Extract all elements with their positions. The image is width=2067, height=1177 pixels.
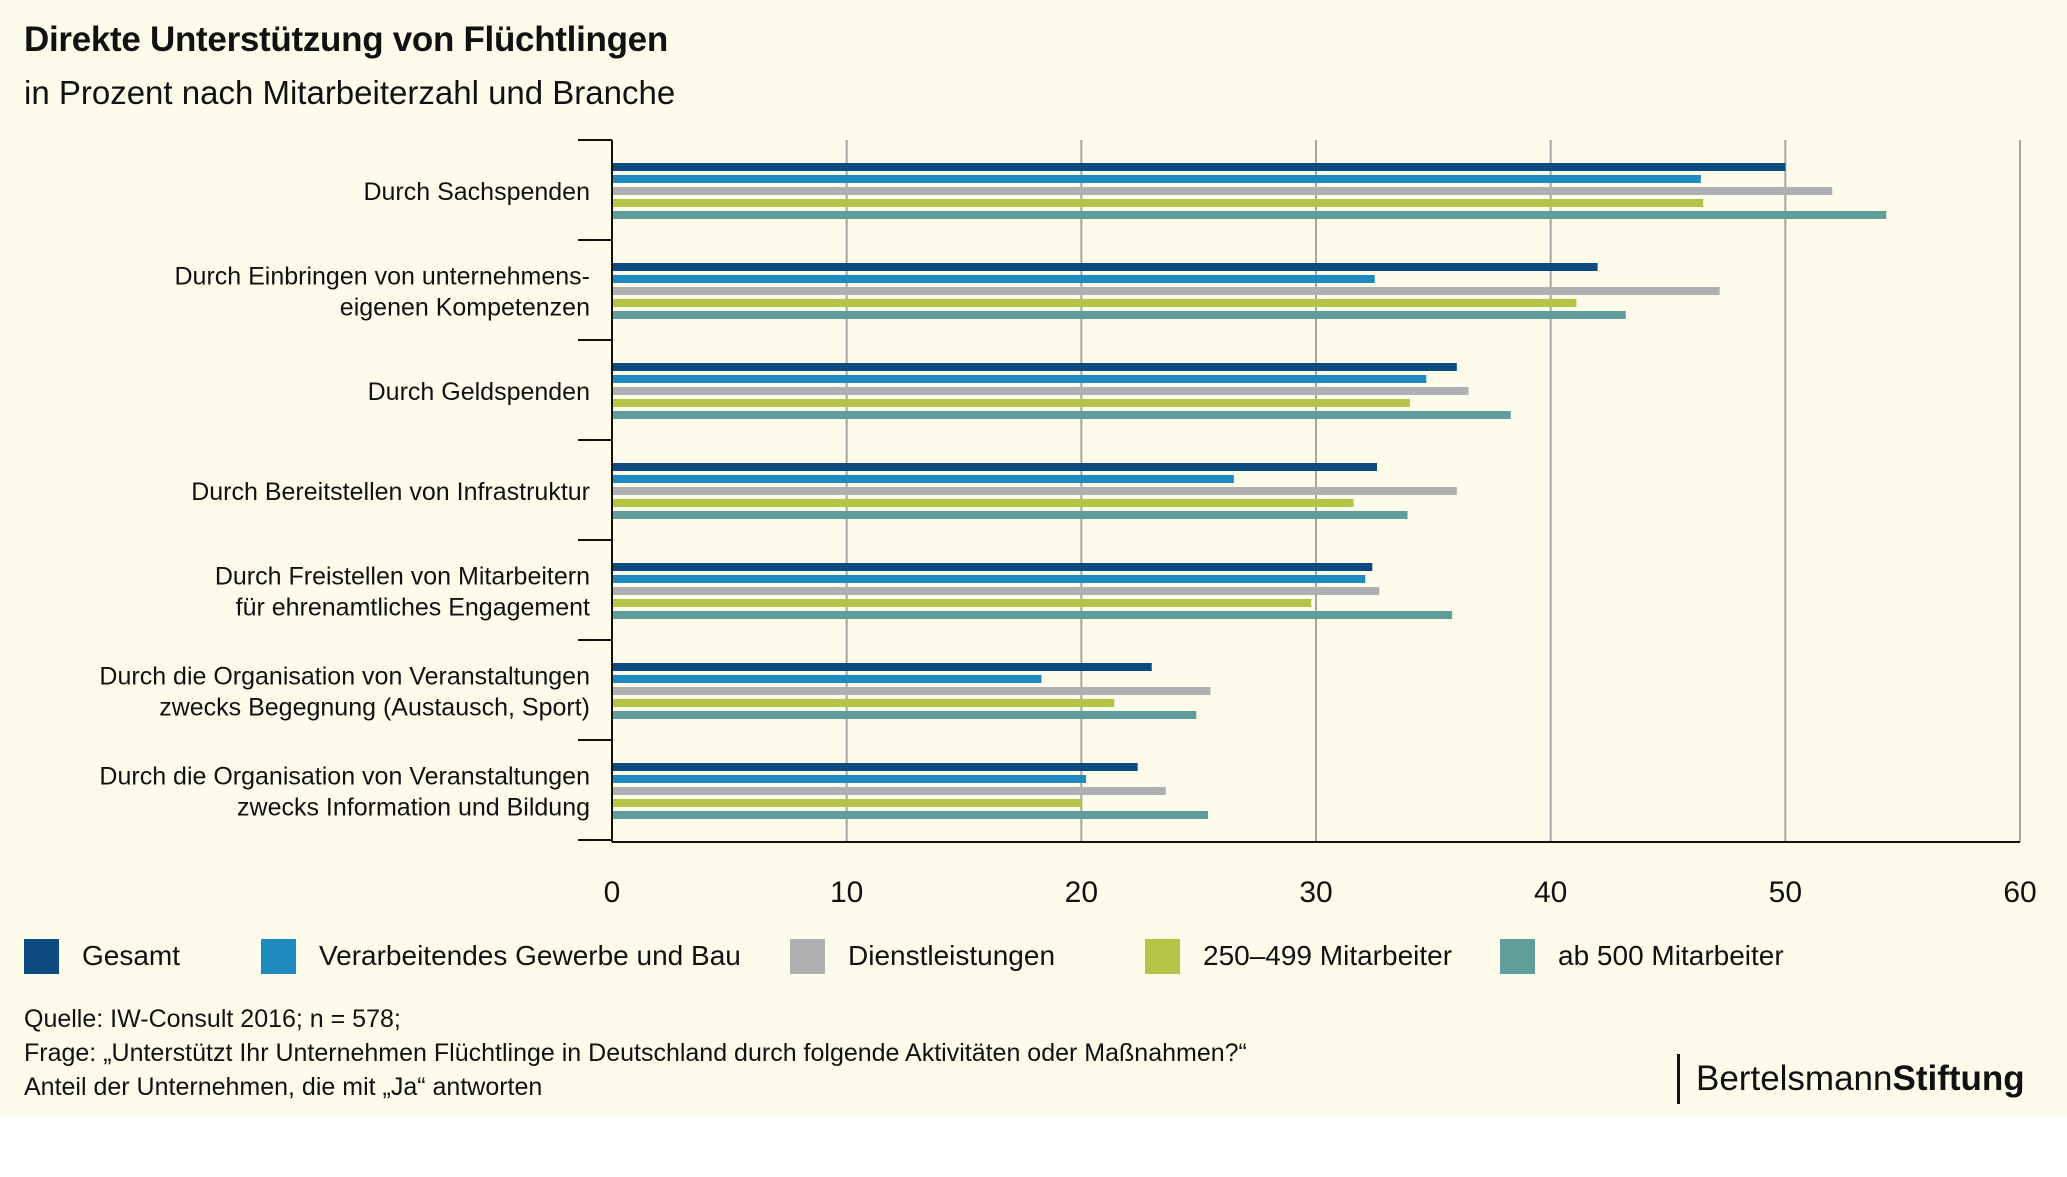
- bertelsmann-stiftung-logo: BertelsmannStiftung: [1677, 1054, 2025, 1104]
- bars: [612, 163, 1887, 819]
- category-label: zwecks Begegnung (Austausch, Sport): [159, 694, 590, 722]
- legend-label: ab 500 Mitarbeiter: [1558, 940, 1784, 971]
- axes: [578, 139, 2020, 843]
- x-tick-label: 50: [1769, 876, 1802, 909]
- bar: [612, 775, 1087, 783]
- legend-swatch: [261, 939, 296, 974]
- legend: Gesamt Verarbeitendes Gewerbe und Bau Dien…: [24, 936, 2044, 986]
- x-tick-label: 40: [1534, 876, 1567, 909]
- bar-chart: Durch Sachspenden Durch Einbringen von un…: [99, 139, 2037, 909]
- category-label: für ehrenamtliches Engagement: [236, 594, 590, 622]
- source-note: Quelle: IW-Consult 2016; n = 578; Frage:…: [24, 1002, 1247, 1104]
- legend-swatch: [1500, 939, 1535, 974]
- logo-regular-text: Bertelsmann: [1696, 1059, 1893, 1098]
- question-line: Frage: „Unterstützt Ihr Unternehmen Flüc…: [24, 1039, 1247, 1067]
- bar: [612, 275, 1375, 283]
- category-labels: Durch Sachspenden Durch Einbringen von un…: [99, 178, 590, 822]
- bar: [612, 663, 1152, 671]
- x-tick-label: 20: [1065, 876, 1098, 909]
- legend-swatch: [24, 939, 59, 974]
- legend-label: Gesamt: [82, 940, 181, 971]
- x-tick-label: 0: [604, 876, 621, 909]
- bar: [612, 687, 1211, 695]
- category-label: Durch die Organisation von Veranstaltung…: [99, 763, 590, 791]
- category-label: Durch Geldspenden: [368, 378, 590, 406]
- bar: [612, 475, 1234, 483]
- bar: [612, 763, 1138, 771]
- share-line: Anteil der Unternehmen, die mit „Ja“ ant…: [24, 1073, 543, 1101]
- logo-bold-text: Stiftung: [1892, 1059, 2025, 1098]
- bar: [612, 363, 1457, 371]
- bar: [612, 675, 1042, 683]
- bar: [612, 611, 1453, 619]
- bar: [612, 699, 1115, 707]
- category-label: zwecks Information und Bildung: [237, 794, 590, 822]
- legend-swatch: [1145, 939, 1180, 974]
- bar: [612, 787, 1166, 795]
- legend-swatch: [790, 939, 825, 974]
- legend-label: Dienstleistungen: [848, 940, 1056, 971]
- bar: [612, 511, 1408, 519]
- legend-label: Verarbeitendes Gewerbe und Bau: [319, 940, 741, 971]
- bar: [612, 411, 1511, 419]
- chart-canvas: Direkte Unterstützung von Flüchtlingen i…: [0, 0, 2067, 1117]
- category-label: Durch Bereitstellen von Infrastruktur: [191, 478, 590, 506]
- bar: [612, 711, 1197, 719]
- bar: [612, 211, 1887, 219]
- chart-subtitle: in Prozent nach Mitarbeiterzahl und Bran…: [24, 74, 676, 111]
- category-label: eigenen Kompetenzen: [340, 294, 590, 322]
- bar: [612, 375, 1427, 383]
- x-tick-label: 10: [830, 876, 863, 909]
- bar: [612, 487, 1457, 495]
- bar: [612, 287, 1720, 295]
- bar: [612, 163, 1786, 171]
- bar: [612, 499, 1354, 507]
- category-label: Durch Freistellen von Mitarbeitern: [215, 563, 590, 591]
- bar: [612, 563, 1373, 571]
- source-line: Quelle: IW-Consult 2016; n = 578;: [24, 1005, 401, 1033]
- bar: [612, 187, 1833, 195]
- x-tick-labels: 0 10 20 30 40 50 60: [604, 876, 2037, 909]
- bar: [612, 575, 1366, 583]
- bar: [612, 463, 1378, 471]
- legend-label: 250–499 Mitarbeiter: [1203, 940, 1453, 971]
- bar: [612, 311, 1626, 319]
- bar: [612, 299, 1577, 307]
- bar: [612, 587, 1380, 595]
- bar: [612, 175, 1701, 183]
- bar: [612, 387, 1469, 395]
- chart-title: Direkte Unterstützung von Flüchtlingen: [24, 20, 668, 59]
- bar: [612, 599, 1312, 607]
- category-label: Durch Sachspenden: [363, 178, 590, 206]
- x-tick-label: 60: [2003, 876, 2036, 909]
- bar: [612, 799, 1082, 807]
- bar: [612, 399, 1410, 407]
- bar: [612, 199, 1704, 207]
- bar: [612, 263, 1598, 271]
- category-label: Durch die Organisation von Veranstaltung…: [99, 663, 590, 691]
- category-label: Durch Einbringen von unternehmens-: [174, 263, 590, 291]
- x-tick-label: 30: [1299, 876, 1332, 909]
- bar: [612, 811, 1209, 819]
